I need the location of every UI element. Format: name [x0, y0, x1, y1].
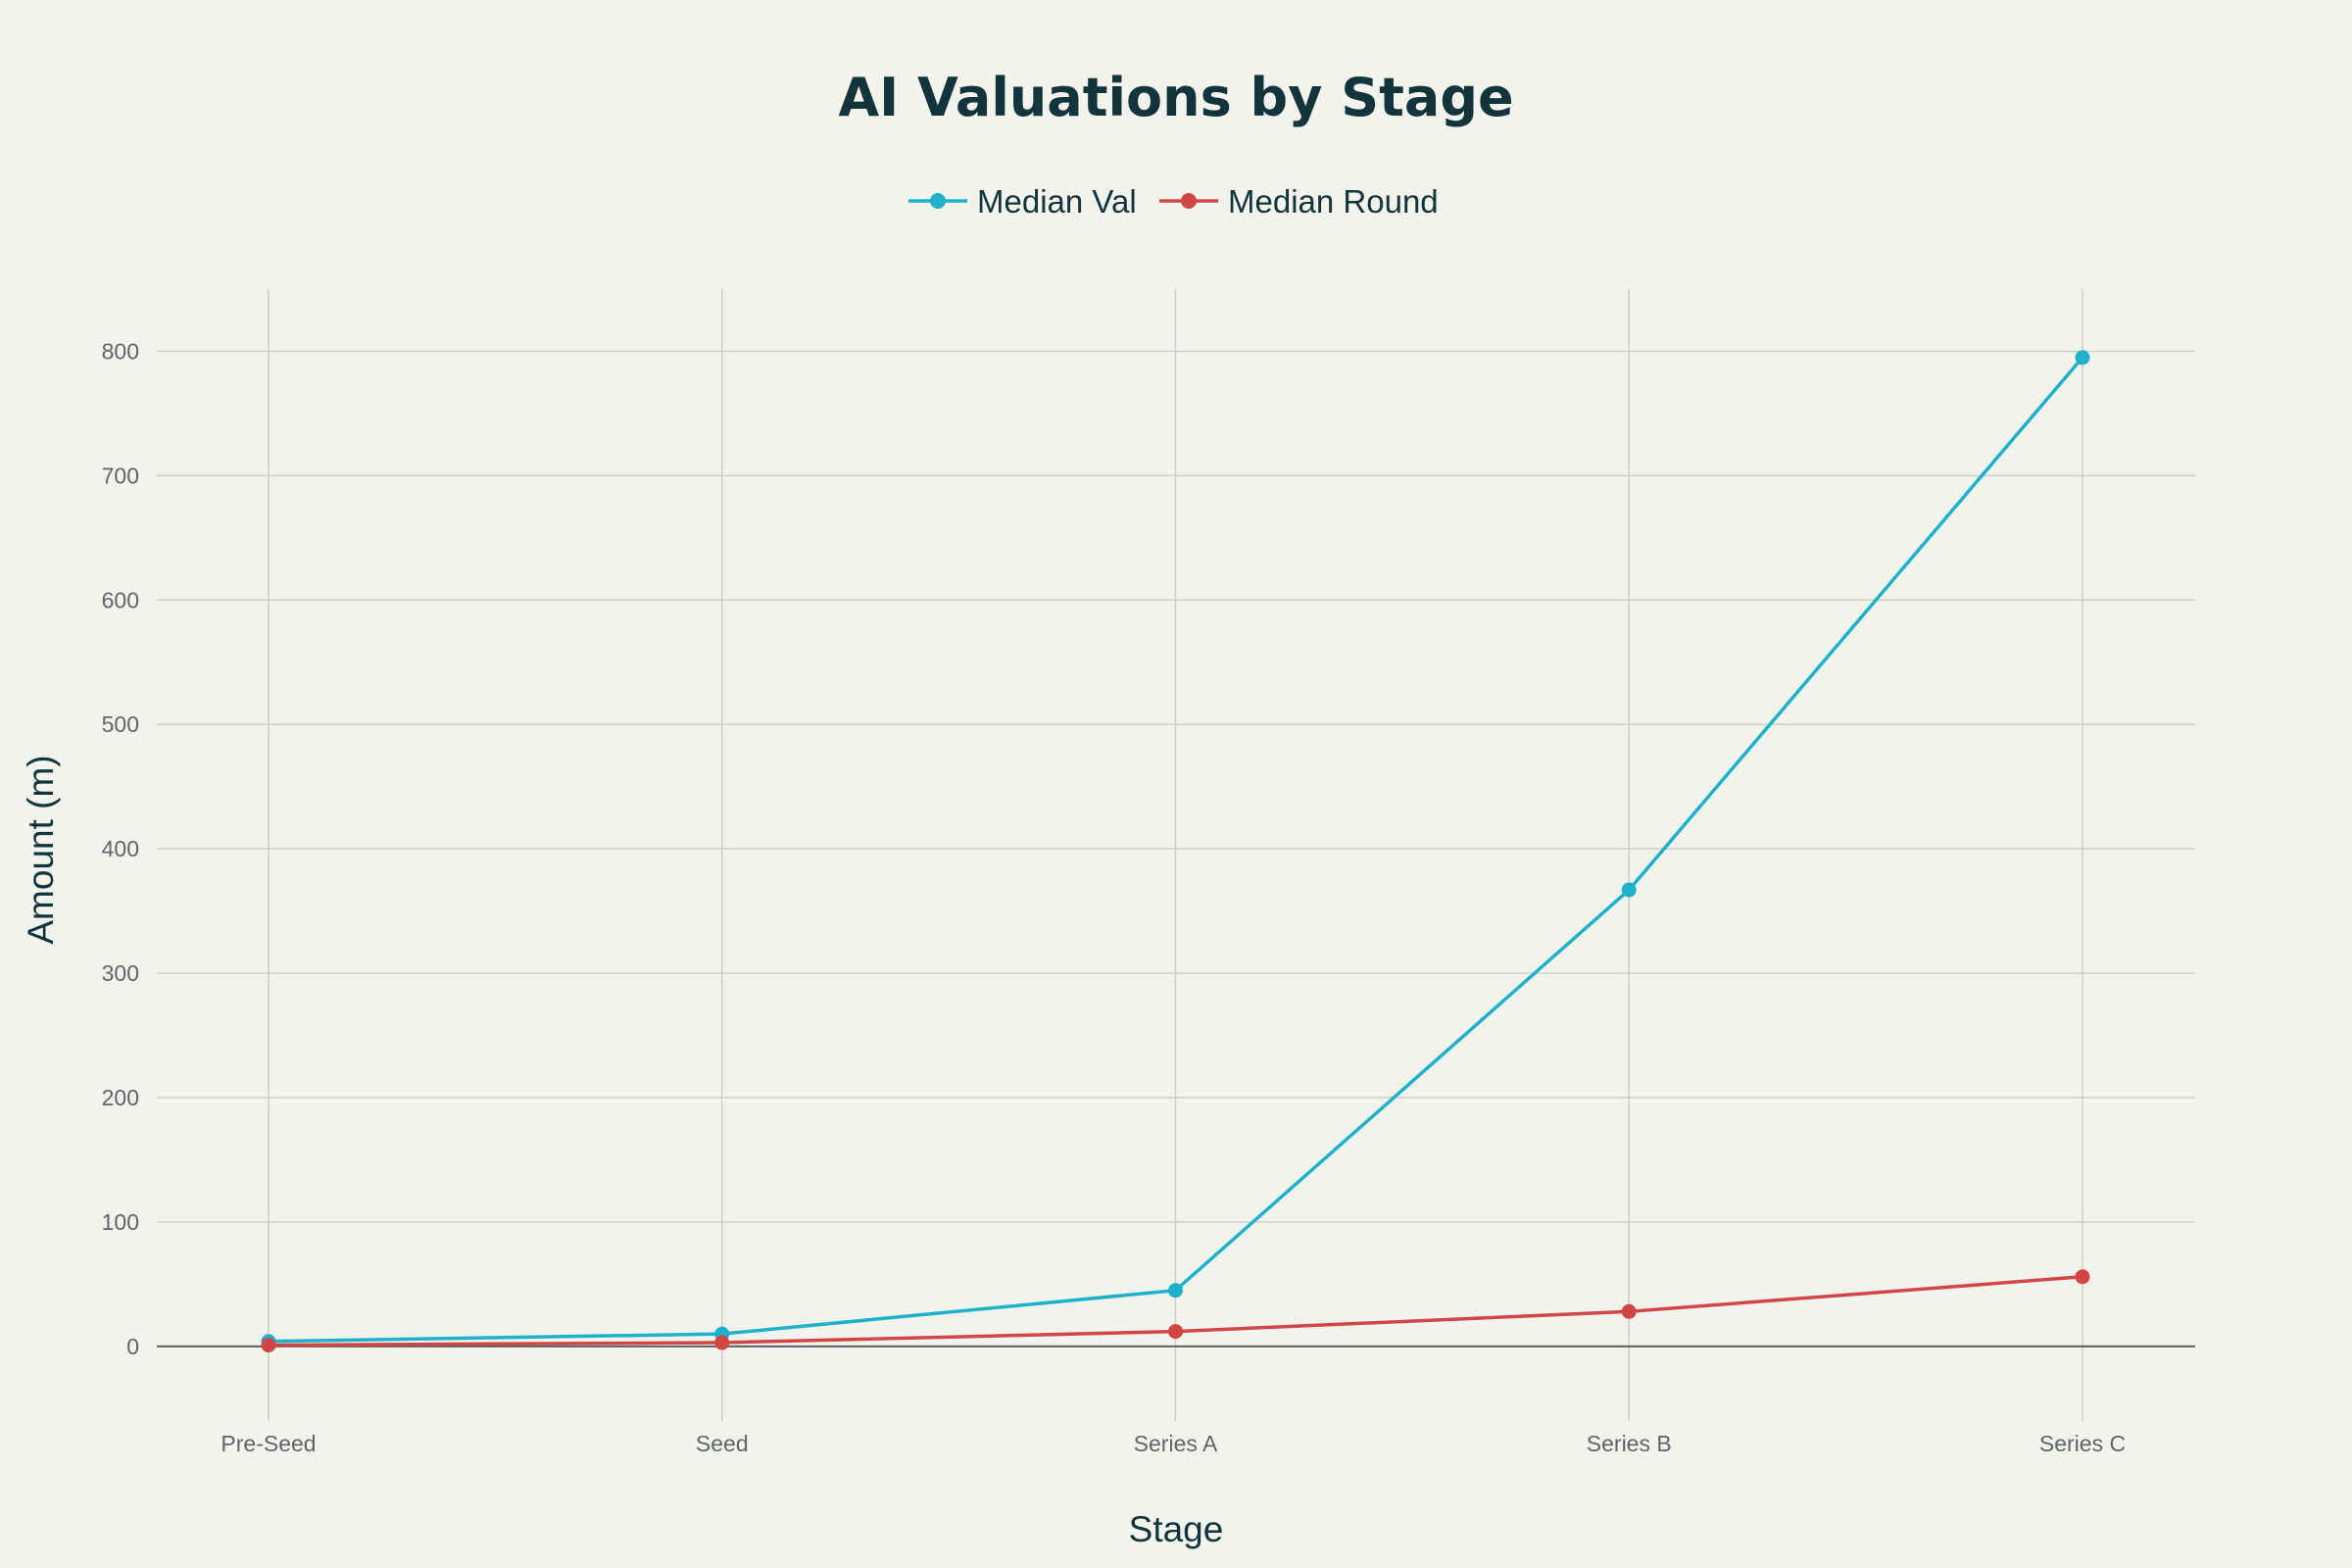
x-tick-label: Pre-Seed: [220, 1431, 316, 1456]
y-tick-label: 100: [102, 1209, 139, 1235]
legend-label-median-val: Median Val: [977, 183, 1137, 220]
legend-label-median-round: Median Round: [1228, 183, 1439, 220]
y-tick-label: 800: [102, 338, 139, 364]
data-point-median-val[interactable]: [2075, 350, 2090, 366]
y-tick-label: 500: [102, 711, 139, 737]
y-tick-label: 300: [102, 960, 139, 986]
grid: [157, 289, 2195, 1421]
x-tick-label: Series A: [1134, 1431, 1218, 1456]
y-axis-title: Amount (m): [21, 755, 61, 944]
legend-item-median-round[interactable]: Median Round: [1159, 183, 1439, 220]
x-axis-title: Stage: [1129, 1509, 1224, 1549]
y-tick-label: 400: [102, 836, 139, 861]
legend-item-median-val[interactable]: Median Val: [908, 183, 1137, 220]
x-tick-label: Series B: [1587, 1431, 1672, 1456]
data-point-median-val[interactable]: [1621, 882, 1637, 898]
series-layer: [261, 350, 2090, 1353]
data-point-median-round[interactable]: [714, 1335, 730, 1350]
legend-marker-median-val: [930, 193, 946, 209]
data-point-median-round[interactable]: [1168, 1324, 1183, 1340]
data-point-median-val[interactable]: [1168, 1283, 1183, 1298]
y-tick-label: 200: [102, 1085, 139, 1110]
x-tick-label: Seed: [696, 1431, 749, 1456]
x-tick-label: Series C: [2039, 1431, 2126, 1456]
data-point-median-round[interactable]: [2075, 1269, 2090, 1285]
y-tick-label: 600: [102, 587, 139, 612]
legend-marker-median-round: [1181, 193, 1197, 209]
y-tick-label: 0: [126, 1334, 139, 1359]
data-point-median-round[interactable]: [261, 1338, 276, 1353]
data-point-median-round[interactable]: [1621, 1303, 1637, 1319]
axis-ticks: Pre-Seed Seed Series A Series B Series C 0 100…: [102, 338, 2126, 1456]
chart-title: AI Valuations by Stage: [838, 67, 1513, 128]
legend: Median Val Median Round: [908, 183, 1439, 220]
y-tick-label: 700: [102, 463, 139, 488]
